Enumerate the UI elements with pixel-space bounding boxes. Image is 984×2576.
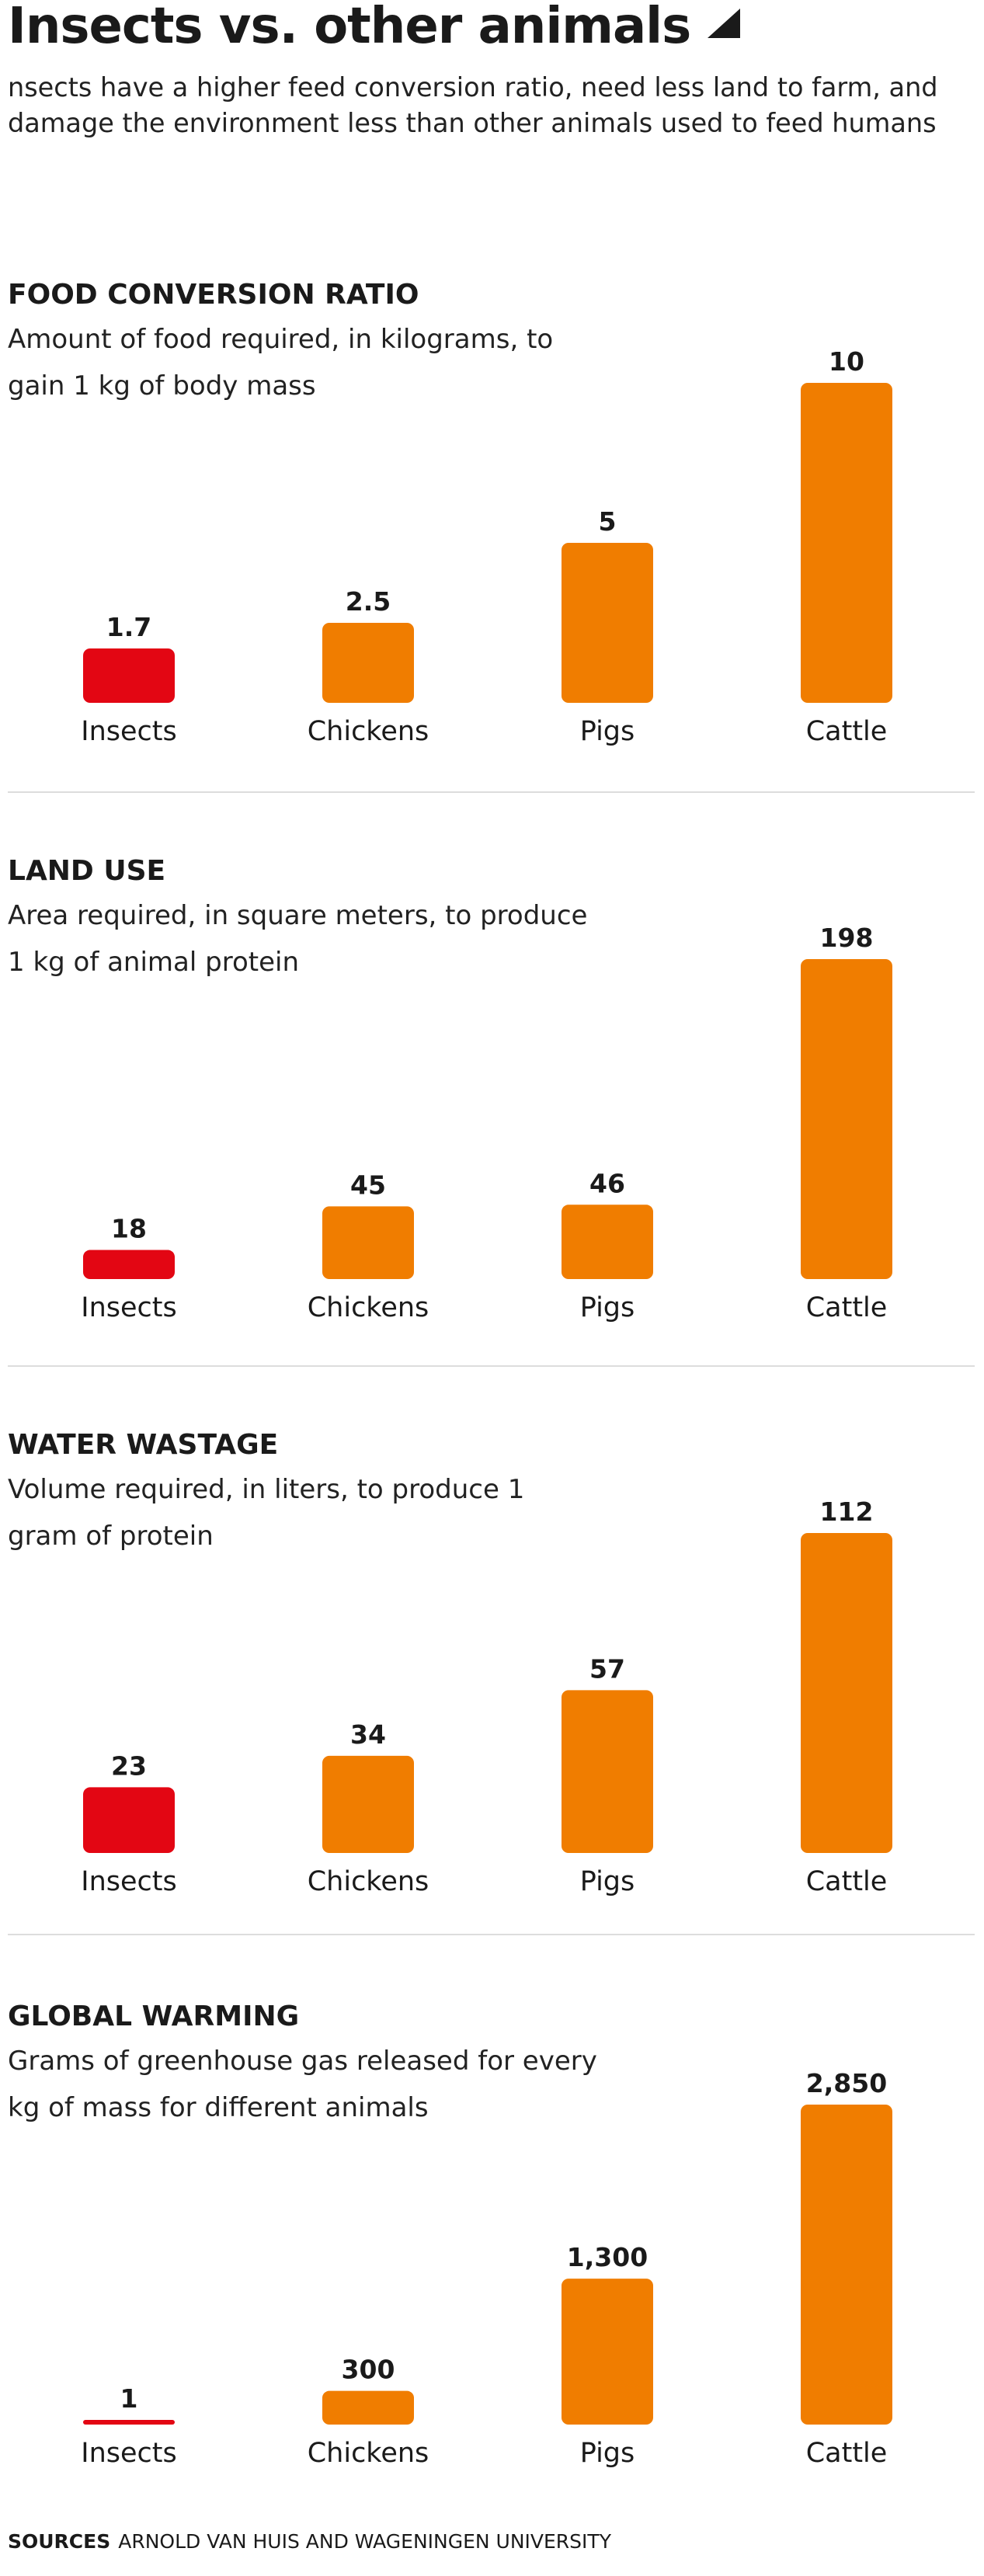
bar-insects [83, 648, 175, 703]
category-label-pigs: Pigs [580, 1292, 635, 1323]
panel-title: WATER WASTAGE [8, 1429, 279, 1461]
value-label-chickens: 34 [350, 1719, 386, 1750]
section-divider [8, 791, 975, 793]
value-label-chickens: 2.5 [346, 586, 391, 617]
panel-food-conversion-ratio: FOOD CONVERSION RATIO Amount of food req… [0, 276, 984, 854]
value-label-chickens: 45 [350, 1170, 386, 1200]
page-subtitle: nsects have a higher feed conversion rat… [8, 72, 938, 138]
panel-land-use: LAND USE Area required, in square meters… [0, 852, 984, 1431]
panel-description: Amount of food required, in kilograms, t… [8, 324, 554, 402]
category-label-insects: Insects [81, 1292, 176, 1323]
value-label-insects: 1 [120, 2383, 138, 2414]
land-use-chart: 18 Insects 45 Chickens 46 Pigs 198 Cattle [81, 923, 892, 1323]
bar-insects [83, 2420, 175, 2425]
value-label-cattle: 198 [820, 923, 874, 953]
panel-global-warming: GLOBAL WARMING Grams of greenhouse gas r… [0, 1997, 984, 2576]
category-label-pigs: Pigs [580, 716, 635, 747]
section-divider [8, 1934, 975, 1935]
sources-text: ARNOLD VAN HUIS AND WAGENINGEN UNIVERSIT… [118, 2530, 611, 2553]
category-label-pigs: Pigs [580, 2438, 635, 2469]
category-label-chickens: Chickens [308, 1866, 429, 1897]
page-title-text: Insects vs. other animals [8, 0, 691, 55]
panel-description: Area required, in square meters, to prod… [8, 900, 588, 978]
global-warming-chart: 1 Insects 300 Chickens 1,300 Pigs 2,850 Cattle [81, 2068, 892, 2469]
value-label-cattle: 10 [829, 346, 864, 377]
bar-cattle [801, 2105, 892, 2425]
bar-cattle [801, 383, 892, 703]
category-label-cattle: Cattle [806, 2438, 888, 2469]
panel-description: Grams of greenhouse gas released for eve… [8, 2046, 597, 2123]
bar-chickens [322, 2390, 414, 2425]
food-conversion-chart: 1.7 Insects 2.5 Chickens 5 Pigs 10 Cattle [81, 346, 892, 747]
category-label-chickens: Chickens [308, 716, 429, 747]
bar-cattle [801, 959, 892, 1279]
panel-water-wastage: WATER WASTAGE Volume required, in liters… [0, 1426, 984, 2004]
bar-insects [83, 1787, 175, 1853]
bar-pigs [562, 543, 653, 703]
section-divider [8, 1365, 975, 1367]
value-label-chickens: 300 [342, 2355, 395, 2385]
bar-chickens [322, 1206, 414, 1279]
bar-insects [83, 1250, 175, 1279]
category-label-insects: Insects [81, 716, 176, 747]
bar-pigs [562, 1690, 653, 1853]
value-label-insects: 1.7 [106, 612, 151, 642]
panel-title: FOOD CONVERSION RATIO [8, 279, 419, 311]
bar-chickens [322, 623, 414, 703]
panel-title: LAND USE [8, 855, 166, 887]
value-label-insects: 18 [111, 1214, 147, 1244]
category-label-pigs: Pigs [580, 1866, 635, 1897]
category-label-cattle: Cattle [806, 1866, 888, 1897]
value-label-pigs: 1,300 [567, 2242, 648, 2272]
value-label-insects: 23 [111, 1750, 147, 1781]
sources-line: SOURCES ARNOLD VAN HUIS AND WAGENINGEN UN… [8, 2529, 611, 2555]
category-label-chickens: Chickens [308, 2438, 429, 2469]
triangle-icon [708, 9, 741, 38]
bar-cattle [801, 1533, 892, 1853]
bar-pigs [562, 2279, 653, 2425]
value-label-pigs: 57 [589, 1653, 625, 1684]
category-label-insects: Insects [81, 2438, 176, 2469]
value-label-cattle: 112 [820, 1497, 874, 1527]
page-title: Insects vs. other animals [8, 0, 741, 59]
category-label-insects: Insects [81, 1866, 176, 1897]
sources-label: SOURCES [8, 2530, 111, 2553]
category-label-cattle: Cattle [806, 1292, 888, 1323]
value-label-pigs: 46 [589, 1168, 625, 1198]
bar-pigs [562, 1205, 653, 1279]
panel-title: GLOBAL WARMING [8, 2001, 300, 2032]
panel-description: Volume required, in liters, to produce 1… [8, 1474, 525, 1552]
water-wastage-chart: 23 Insects 34 Chickens 57 Pigs 112 Cattle [81, 1497, 892, 1897]
value-label-cattle: 2,850 [806, 2068, 887, 2098]
bar-chickens [322, 1755, 414, 1853]
category-label-chickens: Chickens [308, 1292, 429, 1323]
category-label-cattle: Cattle [806, 716, 888, 747]
value-label-pigs: 5 [599, 506, 617, 537]
